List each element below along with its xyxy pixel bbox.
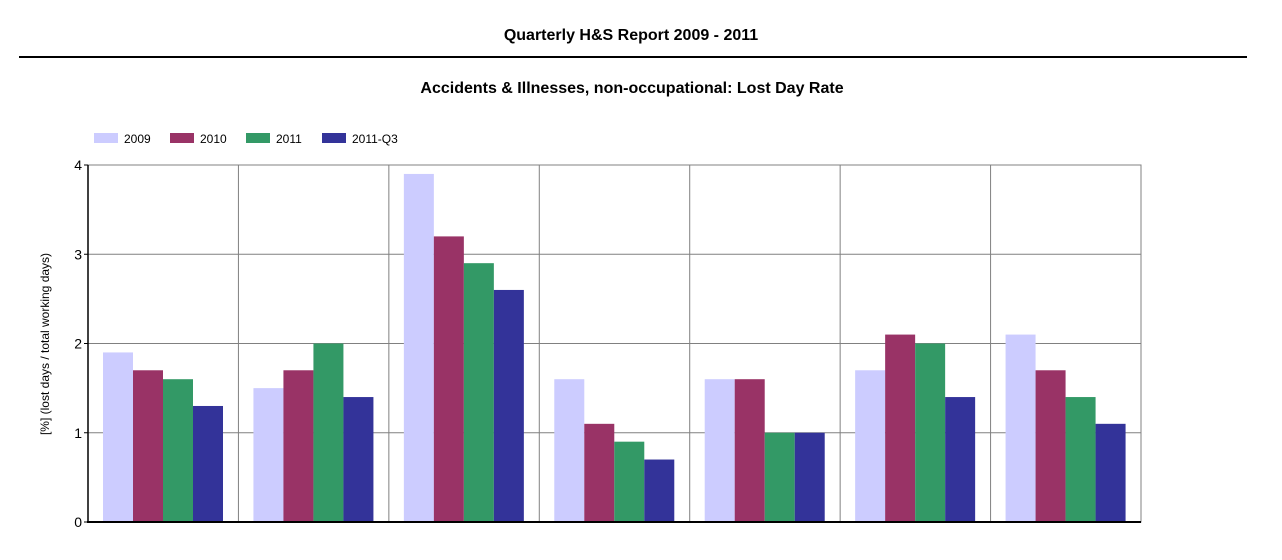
bar-2011 [463,263,494,522]
bar-2011-q3 [644,459,675,522]
bar-2011 [915,343,946,522]
bar-2011 [313,343,344,522]
legend-label: 2011-Q3 [352,132,398,146]
bar-2009 [554,379,585,522]
bar-2011 [614,441,645,522]
legend-label: 2010 [200,132,227,146]
bar-2011-q3 [493,289,524,522]
bar-2009 [103,352,133,522]
bar-2011-q3 [193,405,223,522]
bar-2011 [764,432,795,522]
bar-2011-q3 [794,432,825,522]
y-tick-label: 4 [74,157,82,173]
y-tick-label: 0 [74,514,82,530]
report-title: Quarterly H&S Report 2009 - 2011 [503,27,759,44]
bar-2011-q3 [945,397,976,522]
legend-swatch [170,133,194,143]
title-divider [19,56,1247,58]
chart-title: Accidents & Illnesses, non-occupational:… [420,80,844,97]
bar-2010 [283,370,314,522]
y-tick-label: 3 [74,246,82,262]
y-axis-label: [%] (lost days / total working days) [38,253,52,435]
bar-2009 [704,379,735,522]
bar-2009 [253,388,284,522]
bar-2011 [163,379,193,522]
legend-label: 2011 [276,132,302,146]
bar-2011-q3 [1095,423,1126,522]
bar-2010 [433,236,464,522]
bar-2010 [133,370,163,522]
bar-2011-q3 [343,397,374,522]
y-tick-label: 2 [74,336,82,352]
legend-swatch [94,133,118,143]
bar-2009 [403,173,434,523]
legend-swatch [322,133,346,143]
bar-2010 [584,423,615,522]
bar-2010 [734,379,765,522]
legend-label: 2009 [124,132,151,146]
bar-2011 [1065,397,1096,522]
legend-swatch [246,133,270,143]
y-tick-label: 1 [74,425,82,441]
axes: 0 1 2 3 4 [74,157,1141,530]
legend: 2009 2010 2011 2011-Q3 [94,132,398,146]
bar-2010 [1035,370,1066,522]
bar-2009 [1005,334,1036,522]
bar-2010 [885,334,916,522]
bars [103,173,1126,523]
bar-2009 [855,370,886,522]
